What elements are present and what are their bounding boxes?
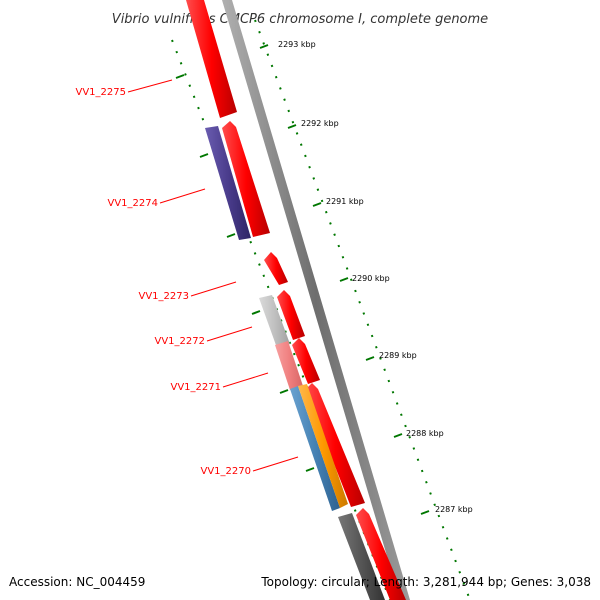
kbp-label: 2288 kbp [406, 429, 444, 438]
label-line [222, 372, 269, 388]
kbp-label: 2290 kbp [352, 274, 390, 283]
cds-feature-orange [298, 384, 348, 508]
cds-feature-darkgray [338, 513, 385, 600]
gene-label: VV1_2275 [76, 87, 127, 98]
cds-feature-pink [275, 341, 303, 390]
major-tick [365, 356, 375, 361]
major-tick [175, 74, 185, 79]
major-tick [199, 153, 209, 158]
gene-label: VV1_2271 [171, 382, 222, 393]
cds-feature-blue [290, 386, 340, 511]
major-tick [393, 433, 403, 438]
major-tick [226, 233, 236, 238]
map-title: Vibrio vulnificus CMCP6 chromosome I, co… [112, 12, 488, 27]
kbp-label: 2293 kbp [278, 40, 316, 49]
accession-text: Accession: NC_004459 [9, 575, 145, 589]
cds-feature-forward [264, 252, 288, 285]
cds-feature-forward [186, 0, 237, 118]
cds-feature-forward [277, 290, 305, 340]
gene-label: VV1_2273 [139, 291, 190, 302]
kbp-label: 2292 kbp [301, 119, 339, 128]
major-tick [287, 124, 297, 129]
major-tick [312, 202, 322, 207]
major-ticks [259, 44, 430, 515]
kbp-label: 2291 kbp [326, 197, 364, 206]
kbp-label: 2289 kbp [379, 351, 417, 360]
cds-feature-forward [356, 508, 406, 600]
label-line [252, 456, 299, 472]
kbp-label: 2287 kbp [435, 505, 473, 514]
gene-label: VV1_2270 [201, 466, 252, 477]
label-line [127, 79, 173, 93]
gene-label-lines [127, 79, 299, 472]
label-line [159, 188, 206, 204]
cds-feature-lightgray [259, 295, 290, 348]
gene-label: VV1_2272 [155, 336, 206, 347]
major-tick [251, 310, 261, 315]
label-line [206, 326, 253, 342]
cds-feature-forward [305, 383, 365, 507]
genome-backbone [222, 0, 410, 600]
major-tick [339, 277, 349, 282]
cds-feature-forward [222, 121, 270, 237]
major-tick [420, 510, 430, 515]
gene-label: VV1_2274 [108, 198, 159, 209]
cds-feature-purple [205, 126, 251, 240]
genome-summary-text: Topology: circular; Length: 3,281,944 bp… [260, 575, 591, 589]
major-tick [259, 44, 269, 49]
major-tick [279, 389, 289, 394]
label-line [190, 281, 237, 297]
cds-feature-forward [292, 338, 320, 384]
major-tick [305, 467, 315, 472]
inner-major-ticks [175, 74, 315, 472]
